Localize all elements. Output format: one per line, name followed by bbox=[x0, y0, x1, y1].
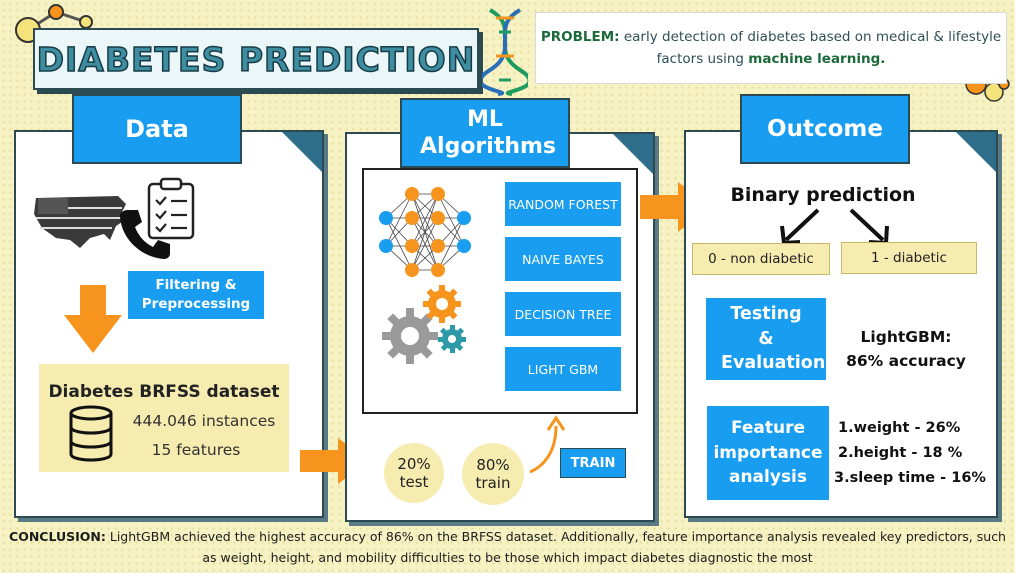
train-button: TRAIN bbox=[560, 448, 626, 478]
train-split-label: train bbox=[475, 474, 511, 492]
dataset-title: Diabetes BRFSS dataset bbox=[48, 382, 280, 402]
train-split-value: 80% bbox=[476, 456, 510, 474]
filtering-label: Filtering & Preprocessing bbox=[141, 277, 251, 312]
neural-network-icon bbox=[379, 187, 471, 277]
dna-icon bbox=[482, 8, 528, 96]
feature-item-2: 2.height - 18 % bbox=[838, 445, 963, 461]
panel-corner bbox=[613, 134, 653, 174]
database-icon bbox=[69, 405, 113, 462]
testing-evaluation-button: Testing & Evaluation bbox=[706, 298, 826, 380]
algorithm-decision-tree: DECISION TREE bbox=[505, 292, 621, 336]
train-split-circle: 80% train bbox=[462, 443, 524, 505]
conclusion-text: LightGBM achieved the highest accuracy o… bbox=[109, 529, 1006, 566]
problem-highlight: machine learning. bbox=[748, 51, 886, 67]
arrow-icon bbox=[529, 415, 566, 474]
feature-item-3: 3.sleep time - 16% bbox=[834, 470, 986, 486]
feature-importance-button: Feature importance analysis bbox=[707, 406, 829, 500]
filtering-preprocessing-button: Filtering & Preprocessing bbox=[128, 271, 264, 319]
test-split-value: 20% bbox=[397, 455, 431, 473]
arrow-icon bbox=[780, 208, 820, 246]
ml-tab: ML Algorithms bbox=[400, 98, 570, 168]
outcome-tab-label: Outcome bbox=[767, 116, 883, 142]
molecule-icon bbox=[15, 4, 93, 43]
panel-corner bbox=[282, 132, 322, 172]
test-split-label: test bbox=[399, 473, 429, 491]
phone-icon bbox=[120, 210, 170, 259]
conclusion-label: CONCLUSION: bbox=[9, 529, 106, 544]
lightgbm-accuracy: 86% accuracy bbox=[846, 352, 966, 370]
clipboard-icon bbox=[147, 177, 195, 240]
arrow-icon bbox=[849, 208, 889, 246]
panel-corner bbox=[956, 132, 996, 172]
dataset-features: 15 features bbox=[151, 441, 241, 459]
page-title: DIABETES PREDICTION bbox=[36, 39, 476, 80]
dataset-instances: 444.046 instances bbox=[132, 412, 276, 430]
outcome-tab: Outcome bbox=[740, 94, 910, 164]
gears-icon bbox=[382, 285, 466, 364]
feature-item-1: 1.weight - 26% bbox=[838, 420, 961, 436]
binary-prediction-title: Binary prediction bbox=[730, 184, 916, 206]
data-tab: Data bbox=[72, 94, 242, 164]
class-0-badge: 0 - non diabetic bbox=[692, 243, 830, 275]
class-1-badge: 1 - diabetic bbox=[841, 242, 977, 274]
arrow-icon bbox=[64, 285, 122, 353]
algorithm-naive-bayes: NAIVE BAYES bbox=[505, 237, 621, 281]
ml-tab-label: ML Algorithms bbox=[420, 106, 557, 160]
conclusion: CONCLUSION: LightGBM achieved the highes… bbox=[0, 526, 1015, 573]
title-banner: DIABETES PREDICTION bbox=[33, 28, 479, 90]
problem-statement: PROBLEM: early detection of diabetes bas… bbox=[535, 12, 1007, 84]
problem-label: PROBLEM: bbox=[540, 28, 620, 45]
algorithm-random-forest: RANDOM FOREST bbox=[505, 182, 621, 226]
usa-map-icon bbox=[34, 196, 128, 248]
test-split-circle: 20% test bbox=[384, 443, 444, 503]
problem-text: early detection of diabetes based on med… bbox=[623, 28, 1002, 67]
algorithm-light-gbm: LIGHT GBM bbox=[505, 347, 621, 391]
lightgbm-label: LightGBM: bbox=[860, 328, 952, 346]
data-tab-label: Data bbox=[125, 115, 189, 143]
